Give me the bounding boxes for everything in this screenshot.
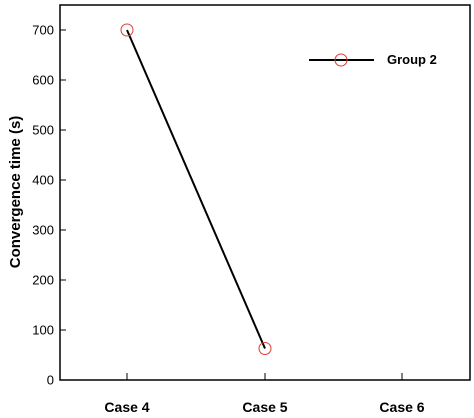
- x-axis-ticks: Case 4 Case 5 Case 6: [104, 373, 425, 415]
- x-tick-label: Case 6: [379, 399, 424, 415]
- legend: Group 2: [309, 52, 437, 67]
- y-tick-label: 700: [32, 23, 54, 38]
- legend-marker-circle: [334, 53, 348, 67]
- y-tick-label: 0: [47, 373, 54, 388]
- y-axis-title: Convergence time (s): [7, 116, 24, 269]
- series-layer: [120, 23, 272, 355]
- x-tick-label: Case 5: [242, 399, 287, 415]
- y-tick-label: 300: [32, 223, 54, 238]
- legend-label-group-2: Group 2: [387, 52, 437, 67]
- y-tick-label: 500: [32, 123, 54, 138]
- y-tick-label: 600: [32, 73, 54, 88]
- y-tick-label: 100: [32, 323, 54, 338]
- y-axis-ticks: 0 100 200 300 400 500 600 700: [32, 23, 66, 388]
- y-tick-label: 400: [32, 173, 54, 188]
- series-line: [126, 29, 266, 349]
- x-tick-label: Case 4: [104, 399, 149, 415]
- data-point-marker: [120, 23, 134, 37]
- data-point-marker: [258, 342, 272, 355]
- y-tick-label: 200: [32, 273, 54, 288]
